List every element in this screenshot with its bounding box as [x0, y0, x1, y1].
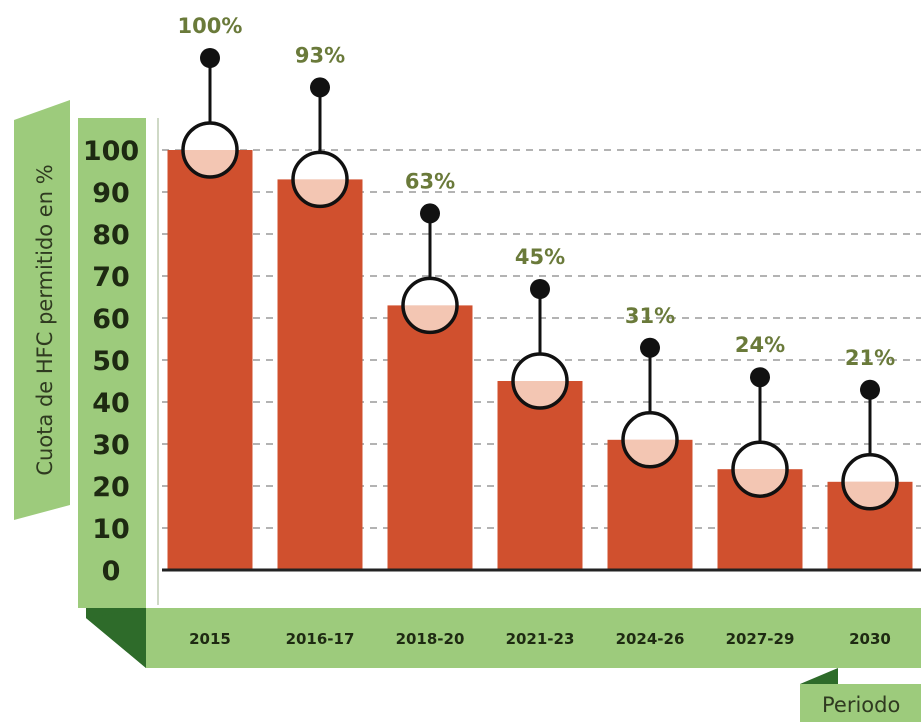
bubble-bottom-2015	[183, 150, 237, 177]
ytick-label-20: 20	[92, 472, 130, 503]
bar-2018-20	[387, 305, 473, 570]
ylabel-panel	[14, 100, 70, 520]
ytick-label-0: 0	[102, 556, 121, 587]
xaxis-title-panel	[800, 684, 921, 722]
x-ticks: 2015 2016-17 2018-20 2021-23 2024-26 2027-29 2…	[189, 630, 891, 648]
ytick-label-40: 40	[92, 388, 130, 419]
pin-dot-2016-17	[310, 77, 330, 98]
bubble-top-2024-26	[623, 412, 677, 440]
ytick-label-50: 50	[92, 346, 130, 377]
pin-dot-2027-29	[750, 367, 770, 388]
value-label-2016-17: 93%	[295, 43, 345, 67]
bar-2021-23	[497, 381, 583, 570]
value-label-2027-29: 24%	[735, 333, 785, 357]
value-label-2021-23: 45%	[515, 245, 565, 269]
ytick-label-100: 100	[83, 136, 139, 167]
ytick-label-90: 90	[92, 178, 130, 209]
bubble-top-2015	[183, 123, 237, 150]
ytick-label-60: 60	[92, 304, 130, 335]
xtick-label-2024-26: 2024-26	[616, 630, 685, 648]
xtick-label-2027-29: 2027-29	[726, 630, 795, 648]
bubble-outline-2016-17	[291, 150, 349, 209]
bubble-outline-2018-20	[401, 276, 459, 335]
bubble-top-2027-29	[733, 442, 787, 470]
bubble-bottom-2027-29	[733, 469, 787, 497]
y-ticks: 0 10 20 30 40 50 60 70 80 90 100	[83, 136, 139, 587]
ytick-label-70: 70	[92, 262, 130, 293]
xaxis-title-fold	[800, 668, 838, 684]
xtick-label-2016-17: 2016-17	[286, 630, 355, 648]
value-label-2030: 21%	[845, 346, 895, 370]
xaxis-title: Periodo	[822, 693, 900, 717]
xtick-label-2030: 2030	[849, 630, 891, 648]
pin-dot-2024-26	[640, 337, 660, 358]
yaxis-panel	[78, 118, 146, 608]
value-label-2015: 100%	[178, 14, 243, 38]
ylabel: Cuota de HFC permitido en %	[33, 164, 57, 475]
bubble-top-2021-23	[513, 354, 567, 381]
xaxis-panel	[146, 608, 921, 668]
xtick-label-2015: 2015	[189, 630, 231, 648]
bubble-bottom-2030	[843, 481, 897, 509]
bubble-bottom-2018-20	[403, 305, 457, 333]
value-label-2018-20: 63%	[405, 169, 455, 193]
bubble-bottom-2016-17	[293, 179, 347, 207]
xaxis-corner-light	[86, 608, 146, 668]
pins: 100% 93% 63% 45% 31% 24% 21%	[178, 14, 899, 511]
bar-2016-17	[277, 179, 363, 570]
pin-dot-2021-23	[530, 279, 550, 299]
bubble-outline-2024-26	[621, 411, 679, 469]
value-label-2024-26: 31%	[625, 304, 675, 328]
bubble-outline-2021-23	[511, 352, 569, 410]
ytick-label-30: 30	[92, 430, 130, 461]
bubble-top-2018-20	[403, 278, 457, 306]
bar-2015	[167, 150, 253, 570]
bubble-top-2030	[843, 454, 897, 482]
ytick-label-80: 80	[92, 220, 130, 251]
bubble-outline-2030	[841, 453, 899, 511]
bubble-top-2016-17	[293, 152, 347, 180]
bubble-bottom-2021-23	[513, 381, 567, 408]
ytick-label-10: 10	[92, 514, 130, 545]
bubble-bottom-2024-26	[623, 439, 677, 467]
pin-dot-2018-20	[420, 203, 440, 224]
xtick-label-2018-20: 2018-20	[396, 630, 465, 648]
pin-dot-2015	[200, 48, 220, 68]
bubble-outline-2027-29	[731, 440, 789, 498]
xtick-label-2021-23: 2021-23	[506, 630, 575, 648]
bars	[167, 150, 913, 570]
bubble-outline-2015	[181, 121, 239, 179]
pin-dot-2030	[860, 379, 880, 400]
